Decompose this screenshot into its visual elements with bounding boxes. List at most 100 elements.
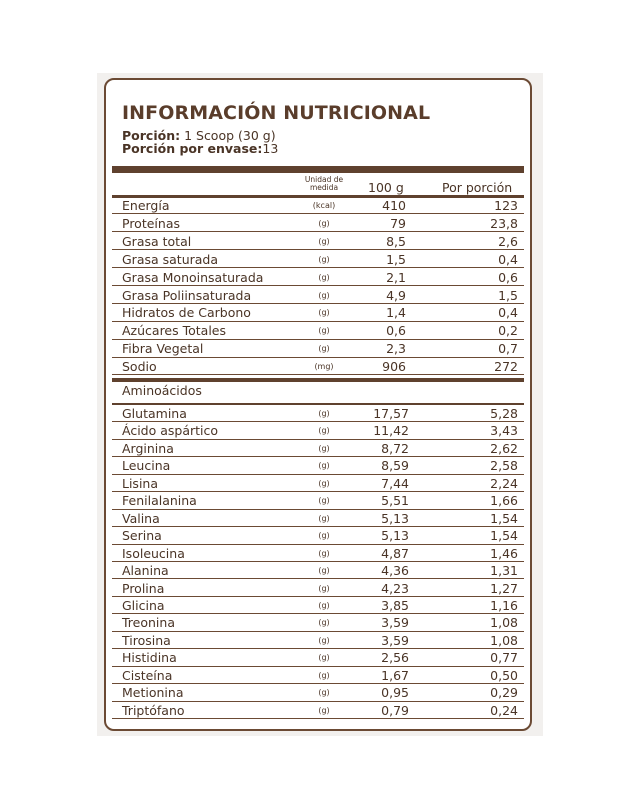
unit-cell: (g) — [318, 548, 330, 558]
nutrient-name: Triptófano — [122, 702, 185, 718]
value-100g: 8,59 — [381, 458, 409, 474]
value-100g: 5,13 — [381, 510, 409, 526]
table-row: Isoleucina (g) 4,87 1,46 — [112, 545, 524, 562]
value-per-serving: 1,08 — [490, 632, 518, 648]
value-per-serving: 5,28 — [490, 406, 518, 421]
nutrient-name: Energía — [122, 198, 170, 213]
value-100g: 1,5 — [386, 251, 406, 267]
unit-cell: (g) — [318, 426, 330, 436]
table-row: Proteínas (g) 79 23,8 — [112, 215, 524, 233]
unit-cell: (g) — [318, 344, 330, 354]
table-row: Metionina (g) 0,95 0,29 — [112, 684, 524, 702]
value-per-serving: 0,29 — [490, 685, 518, 701]
table-row: Azúcares Totales (g) 0,6 0,2 — [112, 322, 524, 340]
value-100g: 3,85 — [381, 597, 409, 613]
nutrient-name: Isoleucina — [122, 545, 185, 561]
value-per-serving: 0,6 — [498, 269, 518, 285]
table-row: Serina (g) 5,13 1,54 — [112, 527, 524, 545]
nutrient-name: Tirosina — [122, 632, 171, 648]
value-per-serving: 0,7 — [498, 341, 518, 357]
value-per-serving: 2,62 — [490, 440, 518, 456]
table-row: Energía (kcal) 410 123 — [112, 197, 524, 215]
value-per-serving: 1,46 — [490, 545, 518, 561]
value-per-serving: 0,2 — [498, 323, 518, 339]
unit-cell: (g) — [318, 635, 330, 645]
value-100g: 906 — [382, 359, 406, 375]
nutrient-name: Glutamina — [122, 406, 187, 421]
table-row: Grasa saturada (g) 1,5 0,4 — [112, 251, 524, 269]
value-per-serving: 0,77 — [490, 650, 518, 666]
nutrient-name: Lisina — [122, 475, 159, 491]
value-per-serving: 0,4 — [498, 305, 518, 321]
value-100g: 4,87 — [381, 545, 409, 561]
value-100g: 5,51 — [381, 493, 409, 509]
unit-cell: (mg) — [314, 362, 334, 372]
value-100g: 2,56 — [381, 650, 409, 666]
table-row: Lisina (g) 7,44 2,24 — [112, 475, 524, 493]
table-row: Glicina (g) 3,85 1,16 — [112, 597, 524, 615]
value-100g: 8,5 — [386, 233, 406, 249]
nutrition-facts-label: INFORMACIÓN NUTRICIONAL Porción: 1 Scoop… — [104, 78, 532, 731]
nutrient-name: Leucina — [122, 458, 171, 474]
column-header-row: Unidad de medida 100 g Por porción — [106, 176, 530, 196]
unit-cell: (g) — [318, 290, 330, 300]
table-row: Grasa Monoinsaturada (g) 2,1 0,6 — [112, 269, 524, 286]
unit-cell: (g) — [318, 443, 330, 453]
unit-cell: (g) — [318, 705, 330, 715]
value-per-serving: 1,54 — [490, 510, 518, 526]
table-row: Ácido aspártico (g) 11,42 3,43 — [112, 422, 524, 440]
value-100g: 1,67 — [381, 667, 409, 683]
unit-cell: (kcal) — [312, 201, 336, 210]
servings-per-container-label: Porción por envase: — [122, 141, 263, 156]
column-header-per-serving: Por porción — [442, 180, 513, 195]
nutrient-name: Arginina — [122, 440, 174, 456]
nutrient-name: Serina — [122, 528, 162, 544]
unit-cell: (g) — [318, 308, 330, 318]
column-header-unit: Unidad de medida — [304, 175, 344, 192]
value-per-serving: 3,43 — [490, 423, 518, 439]
table-row: Sodio (mg) 906 272 — [112, 358, 524, 376]
unit-cell: (g) — [318, 600, 330, 610]
value-100g: 4,23 — [381, 580, 409, 596]
value-per-serving: 23,8 — [490, 215, 518, 231]
unit-cell: (g) — [318, 236, 330, 246]
value-100g: 0,79 — [381, 702, 409, 718]
value-100g: 4,9 — [386, 287, 406, 303]
value-per-serving: 0,50 — [490, 667, 518, 683]
value-100g: 410 — [382, 198, 406, 213]
label-title: INFORMACIÓN NUTRICIONAL — [122, 102, 431, 124]
nutrient-name: Treonina — [122, 615, 175, 631]
nutrient-name: Fibra Vegetal — [122, 341, 204, 357]
value-per-serving: 1,5 — [498, 287, 518, 303]
divider-section — [112, 378, 524, 382]
value-100g: 2,1 — [386, 269, 406, 285]
table-row: Valina (g) 5,13 1,54 — [112, 510, 524, 528]
value-100g: 0,95 — [381, 685, 409, 701]
value-per-serving: 0,4 — [498, 251, 518, 267]
servings-per-container: Porción por envase:13 — [122, 142, 278, 156]
nutrient-name: Prolina — [122, 580, 165, 596]
value-100g: 11,42 — [373, 423, 409, 439]
value-100g: 79 — [390, 215, 406, 231]
unit-cell: (g) — [318, 218, 330, 228]
unit-cell: (g) — [318, 566, 330, 576]
unit-cell: (g) — [318, 254, 330, 264]
table-row: Grasa Poliinsaturada (g) 4,9 1,5 — [112, 287, 524, 304]
nutrient-name: Ácido aspártico — [122, 423, 219, 439]
value-100g: 4,36 — [381, 563, 409, 579]
value-100g: 3,59 — [381, 632, 409, 648]
nutrient-name: Grasa Monoinsaturada — [122, 269, 264, 285]
nutrient-name: Sodio — [122, 359, 157, 375]
nutrient-name: Cisteína — [122, 667, 173, 683]
table-row: Treonina (g) 3,59 1,08 — [112, 614, 524, 632]
value-100g: 2,3 — [386, 341, 406, 357]
nutrient-name: Metionina — [122, 685, 184, 701]
serving-size-label: Porción: — [122, 128, 181, 143]
column-header-100g: 100 g — [368, 180, 404, 195]
unit-cell: (g) — [318, 461, 330, 471]
value-100g: 5,13 — [381, 528, 409, 544]
table-row: Cisteína (g) 1,67 0,50 — [112, 667, 524, 685]
unit-cell: (g) — [318, 326, 330, 336]
value-100g: 0,6 — [386, 323, 406, 339]
value-100g: 3,59 — [381, 615, 409, 631]
